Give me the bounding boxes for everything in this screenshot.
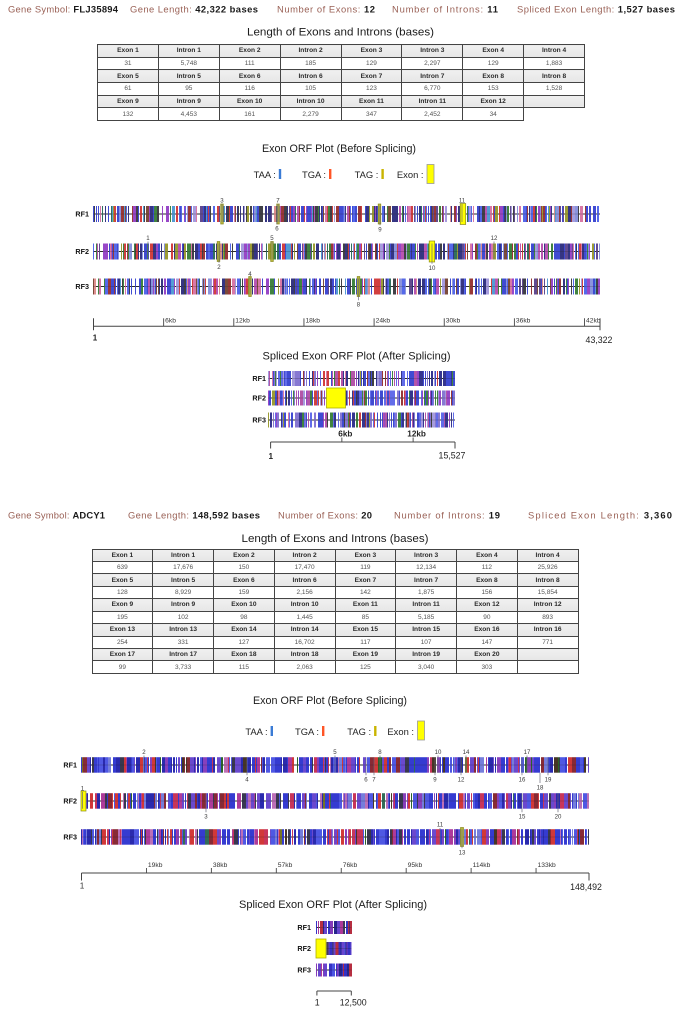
svg-text:20: 20 [555,814,562,821]
svg-text:6kb: 6kb [165,318,176,325]
svg-text:RF1: RF1 [75,210,89,219]
svg-text:4: 4 [245,777,249,784]
svg-text:19: 19 [545,777,552,784]
svg-text:6kb: 6kb [338,430,352,439]
svg-text:5: 5 [270,235,274,242]
svg-text:Exon ORF Plot (Before Splicing: Exon ORF Plot (Before Splicing) [262,143,416,155]
svg-text:133kb: 133kb [538,862,557,869]
svg-text:10: 10 [429,265,436,272]
svg-text:RF3: RF3 [63,833,77,842]
svg-text:1: 1 [80,882,85,891]
svg-text:Length of Exons and Introns (b: Length of Exons and Introns (bases) [242,533,429,545]
svg-text:148,492: 148,492 [570,882,602,892]
svg-text:38kb: 38kb [213,862,228,869]
svg-text:12: 12 [491,235,498,242]
svg-text:1: 1 [81,786,85,793]
svg-text:RF3: RF3 [297,966,311,975]
svg-text:TAA :: TAA : [245,726,267,737]
svg-text:1: 1 [269,452,274,461]
svg-text:12kb: 12kb [235,318,250,325]
svg-text:Spliced Exon Length: 3,360: Spliced Exon Length: 3,360 [528,510,672,521]
svg-text:RF2: RF2 [252,394,266,403]
svg-text:4: 4 [248,271,252,278]
svg-text:114kb: 114kb [473,862,491,869]
svg-text:15: 15 [519,814,526,821]
svg-text:Gene Length: 42,322 bases: Gene Length: 42,322 bases [130,4,258,15]
svg-text:RF1: RF1 [297,923,311,932]
svg-text:Number of Exons: 12: Number of Exons: 12 [277,4,375,15]
svg-text:12kb: 12kb [407,430,426,439]
svg-text:1: 1 [93,334,98,343]
svg-text:5: 5 [333,749,337,756]
svg-text:17: 17 [524,749,531,756]
svg-text:TAG :: TAG : [355,169,379,180]
svg-text:6: 6 [275,226,279,233]
svg-text:1: 1 [146,235,150,242]
svg-text:Spliced Exon Length: 1,527 bas: Spliced Exon Length: 1,527 bases [517,4,675,15]
svg-text:RF2: RF2 [63,797,77,806]
svg-text:RF3: RF3 [252,416,266,425]
svg-text:7: 7 [276,198,280,205]
svg-text:RF3: RF3 [75,282,89,291]
svg-text:6: 6 [364,777,368,784]
svg-text:57kb: 57kb [278,862,293,869]
svg-text:Number of Introns: 19: Number of Introns: 19 [394,510,500,521]
svg-text:11: 11 [459,198,466,205]
svg-text:Exon ORF Plot (Before Splicing: Exon ORF Plot (Before Splicing) [253,695,407,707]
svg-text:RF2: RF2 [75,247,89,256]
svg-text:95kb: 95kb [408,862,423,869]
svg-text:13: 13 [459,850,466,857]
svg-text:15,527: 15,527 [439,451,466,461]
svg-text:3: 3 [204,814,208,821]
svg-text:76kb: 76kb [343,862,358,869]
svg-text:8: 8 [357,302,361,309]
svg-text:10: 10 [435,749,442,756]
svg-text:TAG :: TAG : [347,726,371,737]
svg-text:Gene Symbol: ADCY1: Gene Symbol: ADCY1 [8,510,105,521]
svg-text:19kb: 19kb [148,862,163,869]
svg-text:42kb: 42kb [586,318,601,325]
svg-text:Length of Exons and Introns (b: Length of Exons and Introns (bases) [247,27,434,39]
svg-text:7: 7 [372,777,376,784]
svg-text:2: 2 [217,264,221,271]
svg-text:9: 9 [378,227,382,234]
svg-text:Exon :: Exon : [387,726,414,737]
svg-text:30kb: 30kb [446,318,461,325]
svg-text:RF1: RF1 [63,761,77,770]
svg-text:Spliced Exon ORF Plot (After S: Spliced Exon ORF Plot (After Splicing) [263,351,451,363]
svg-text:1: 1 [315,998,320,1008]
svg-text:Gene Symbol: FLJ35894: Gene Symbol: FLJ35894 [8,4,119,15]
svg-text:Gene Length: 148,592 bases: Gene Length: 148,592 bases [128,510,260,521]
svg-text:14: 14 [463,749,470,756]
svg-text:2: 2 [142,749,146,756]
svg-text:18kb: 18kb [305,318,320,325]
svg-text:43,322: 43,322 [586,335,613,345]
svg-text:RF2: RF2 [297,944,311,953]
svg-text:Number of Exons: 20: Number of Exons: 20 [278,510,372,521]
svg-text:RF1: RF1 [252,374,266,383]
svg-text:Number of Introns: 11: Number of Introns: 11 [392,4,498,15]
svg-text:Spliced Exon ORF Plot (After S: Spliced Exon ORF Plot (After Splicing) [239,899,427,911]
svg-text:18: 18 [537,785,544,792]
svg-text:11: 11 [437,822,444,829]
svg-text:36kb: 36kb [516,318,531,325]
svg-text:24kb: 24kb [376,318,391,325]
svg-text:TGA :: TGA : [295,726,319,737]
svg-text:9: 9 [433,777,437,784]
svg-text:16: 16 [519,777,526,784]
svg-text:8: 8 [378,749,382,756]
svg-text:TAA :: TAA : [254,169,276,180]
svg-text:12: 12 [458,777,465,784]
svg-text:TGA :: TGA : [302,169,326,180]
svg-text:12,500: 12,500 [340,998,367,1008]
svg-text:Exon :: Exon : [397,169,424,180]
svg-text:3: 3 [220,198,224,205]
